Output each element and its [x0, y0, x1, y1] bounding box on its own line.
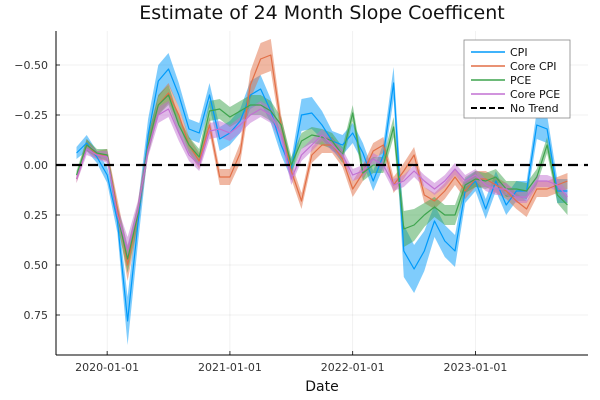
y-tick-label: 0.00 — [24, 159, 49, 172]
x-tick-label: 2023-01-01 — [443, 361, 507, 374]
legend-label: No Trend — [510, 102, 559, 115]
y-tick-label: 0.75 — [24, 309, 49, 322]
series-line-cpi — [76, 68, 568, 322]
legend-label: Core PCE — [510, 88, 560, 101]
x-tick-label: 2021-01-01 — [198, 361, 262, 374]
legend-box — [463, 39, 571, 119]
confidence-band-cpi — [76, 53, 568, 345]
series-lines — [75, 54, 568, 322]
y-tick-label: 0.25 — [24, 209, 49, 222]
x-tick-label: 2022-01-01 — [321, 361, 385, 374]
chart-title: Estimate of 24 Month Slope Coefficent — [139, 2, 504, 24]
axes — [55, 31, 588, 356]
y-tick-label: −0.25 — [14, 109, 48, 122]
series-line-pce — [75, 94, 568, 260]
tick-labels: −0.50 −0.25 0.00 0.25 0.50 0.75 2020-01-01 2021… — [14, 59, 507, 374]
x-axis-label: Date — [305, 379, 338, 395]
confidence-band-core-pce — [76, 101, 568, 261]
legend-label: PCE — [510, 74, 531, 87]
x-tick-label: 2020-01-01 — [75, 361, 139, 374]
legend-label: CPI — [510, 46, 528, 59]
y-tick-label: −0.50 — [14, 59, 48, 72]
y-tick-label: 0.50 — [24, 259, 49, 272]
legend-label: Core CPI — [510, 60, 557, 73]
series-line-core-pce — [75, 108, 568, 250]
